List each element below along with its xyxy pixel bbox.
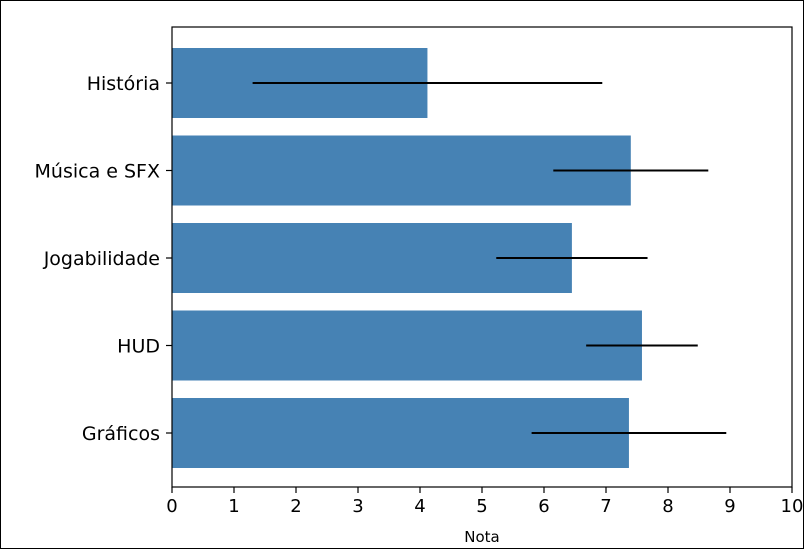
x-tick-label-3: 3 xyxy=(352,496,363,517)
x-tick-label-10: 10 xyxy=(781,496,804,517)
x-tick-label-8: 8 xyxy=(662,496,673,517)
x-tick-label-4: 4 xyxy=(414,496,425,517)
category-label-graficos: Gráficos xyxy=(82,423,160,445)
x-tick-label-0: 0 xyxy=(166,496,177,517)
x-tick-label-2: 2 xyxy=(290,496,301,517)
x-tick-label-1: 1 xyxy=(228,496,239,517)
x-tick-label-6: 6 xyxy=(538,496,549,517)
error-bars-layer xyxy=(252,82,727,434)
category-label-musica-e-sfx: Música e SFX xyxy=(35,161,160,183)
category-label-hud: HUD xyxy=(117,336,160,358)
category-label-jogabilidade: Jogabilidade xyxy=(43,248,160,270)
x-axis-label: Nota xyxy=(464,528,499,546)
axes-layer xyxy=(166,26,793,493)
x-tick-label-7: 7 xyxy=(600,496,611,517)
bar-hud xyxy=(172,310,642,381)
x-tick-label-9: 9 xyxy=(724,496,735,517)
x-tick-label-5: 5 xyxy=(476,496,487,517)
category-label-historia: História xyxy=(87,73,160,95)
labels-layer: 0 1 2 3 4 5 6 7 8 9 10 Gráficos HUD Jogabilidade Músic… xyxy=(35,73,804,517)
